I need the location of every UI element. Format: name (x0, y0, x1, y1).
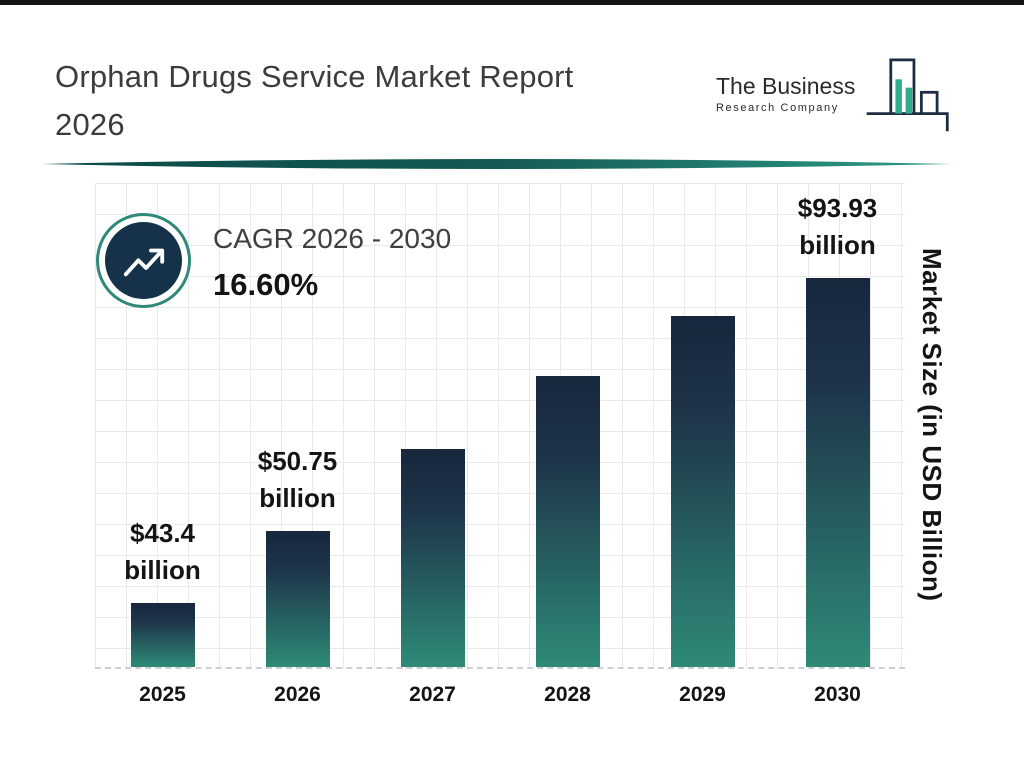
x-axis-tick-label: 2027 (409, 683, 456, 706)
cagr-text-block: CAGR 2026 - 2030 16.60% (213, 223, 451, 303)
bar-value-label: $43.4 billion (124, 518, 201, 586)
bar (535, 375, 600, 667)
company-subtitle: Research Company (716, 102, 839, 114)
bar-column (365, 183, 500, 667)
bar-column: $50.75 billion (230, 183, 365, 667)
bar-column (500, 183, 635, 667)
cagr-value: 16.60% (213, 267, 319, 302)
x-axis-tick-label: 2028 (544, 683, 591, 706)
x-axis-tick-label: 2030 (814, 683, 861, 706)
page-title-line1: Orphan Drugs Service Market Report (55, 59, 574, 94)
bar (130, 603, 195, 667)
trend-arrow-icon (123, 248, 164, 276)
company-logo: The Business Research Company (716, 55, 951, 137)
page-title: Orphan Drugs Service Market Report 2026 (55, 53, 574, 149)
bar (670, 316, 735, 667)
cagr-label: CAGR 2026 - 2030 (213, 223, 452, 254)
company-name: The Business (716, 73, 856, 99)
page-title-line2: 2026 (55, 107, 125, 142)
cagr-badge (96, 213, 191, 308)
bar-value-label: $93.93 billion (797, 193, 878, 261)
company-logo-text: The Business Research Company (716, 73, 855, 114)
x-axis-tick-label: 2026 (274, 683, 321, 706)
divider-line (42, 159, 952, 169)
bar-series: $43.4 billion $50.75 billion $93.93 billion (95, 183, 905, 667)
bar-column: $93.93 billion (770, 183, 905, 667)
bar (400, 449, 465, 667)
bar (805, 278, 870, 667)
bar-chart-logo-icon (867, 58, 950, 132)
x-axis-tick-label: 2025 (139, 683, 186, 706)
bar-column (635, 183, 770, 667)
bar (265, 530, 330, 667)
x-axis: 2025 2026 2027 2028 2029 2030 (95, 683, 905, 707)
x-axis-tick-label: 2029 (679, 683, 726, 706)
y-axis-label: Market Size (in USD Billion) (917, 248, 947, 602)
cagr-badge-inner (105, 222, 182, 299)
bar-column: $43.4 billion (95, 183, 230, 667)
bar-chart: $43.4 billion $50.75 billion $93.93 billion (95, 183, 905, 669)
bar-value-label: $50.75 billion (257, 445, 338, 513)
